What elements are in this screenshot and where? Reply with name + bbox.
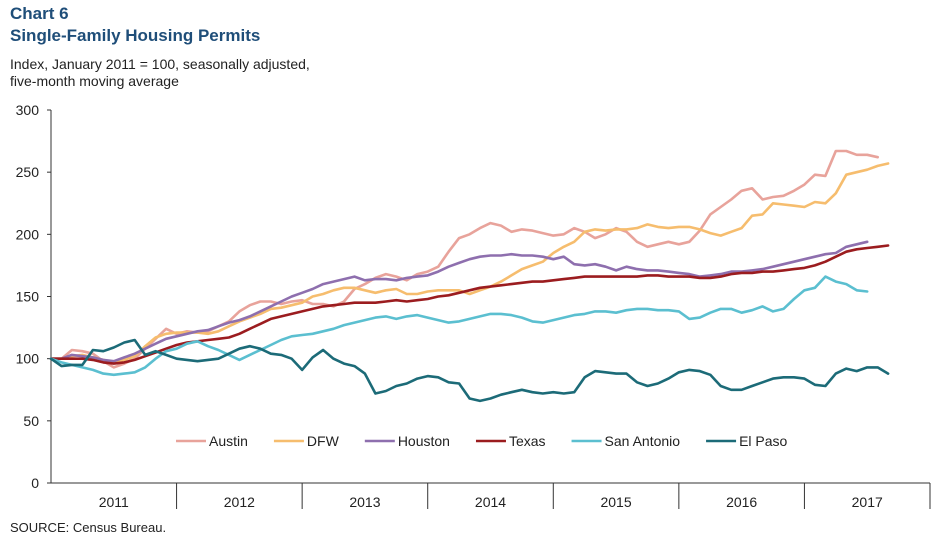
chart-number: Chart 6 bbox=[10, 4, 69, 23]
y-tick-label: 250 bbox=[16, 164, 40, 180]
chart-title: Single-Family Housing Permits bbox=[10, 26, 261, 45]
x-tick-label: 2017 bbox=[852, 494, 883, 510]
series-layer bbox=[49, 149, 890, 403]
axes: 0 50 100 150 200 250 300 2011 2012 2013 2014 2015 20… bbox=[16, 102, 931, 510]
y-tick-label: 50 bbox=[23, 413, 39, 429]
legend-label-san-antonio: San Antonio bbox=[605, 433, 681, 449]
y-tick-label: 150 bbox=[16, 289, 40, 305]
x-tick-label: 2015 bbox=[600, 494, 631, 510]
series-line-san-antonio bbox=[49, 275, 869, 377]
y-tick-label: 200 bbox=[16, 226, 40, 242]
series-line-el-paso bbox=[49, 338, 890, 403]
legend-label-houston: Houston bbox=[398, 433, 450, 449]
x-tick-label: 2012 bbox=[224, 494, 255, 510]
source-note: SOURCE: Census Bureau. bbox=[10, 520, 167, 535]
x-tick-label: 2011 bbox=[99, 494, 129, 510]
legend-label-austin: Austin bbox=[209, 433, 248, 449]
series-line-dfw bbox=[49, 162, 890, 364]
legend-label-texas: Texas bbox=[509, 433, 546, 449]
x-tick-label: 2016 bbox=[726, 494, 757, 510]
legend-label-dfw: DFW bbox=[307, 433, 340, 449]
series-line-texas bbox=[49, 244, 890, 365]
chart-subtitle: Index, January 2011 = 100, seasonally ad… bbox=[10, 56, 310, 89]
y-tick-label: 100 bbox=[16, 351, 40, 367]
series-line-houston bbox=[49, 240, 869, 363]
x-tick-label: 2013 bbox=[349, 494, 380, 510]
series-line-austin bbox=[49, 149, 880, 369]
x-tick-label: 2014 bbox=[475, 494, 506, 510]
legend-label-el-paso: El Paso bbox=[739, 433, 787, 449]
legend: Austin DFW Houston Texas San Antonio El Paso bbox=[176, 433, 788, 449]
y-tick-label: 300 bbox=[16, 102, 40, 118]
y-tick-label: 0 bbox=[31, 475, 39, 491]
